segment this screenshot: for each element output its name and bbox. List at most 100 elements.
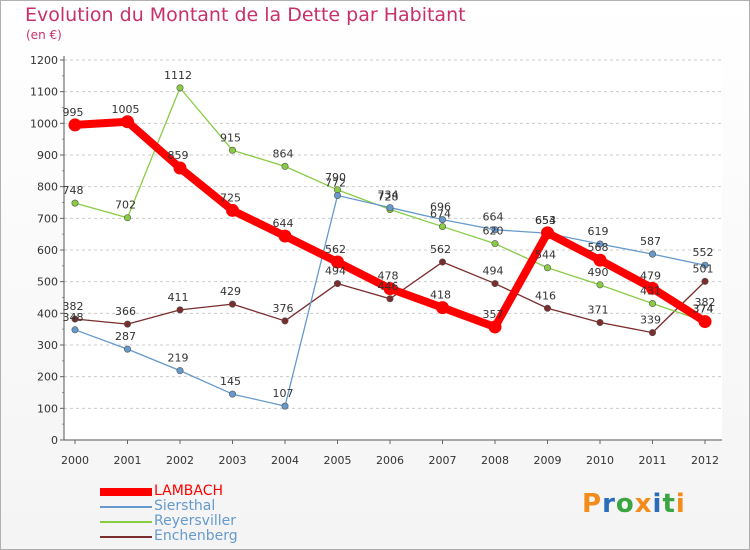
data-point-enchenberg: [648, 329, 656, 337]
data-label-lambach: 568: [588, 241, 609, 254]
data-label-siersthal: 145: [220, 375, 241, 388]
data-label-enchenberg: 494: [483, 265, 504, 278]
data-label-siersthal: 348: [63, 311, 84, 324]
data-label-reyersviller: 490: [588, 266, 609, 279]
data-label-reyersviller: 674: [430, 208, 451, 221]
x-tick-label: 2010: [586, 454, 614, 467]
data-point-reyersviller: [71, 199, 79, 207]
data-label-siersthal: 653: [535, 214, 556, 227]
data-point-enchenberg: [491, 280, 499, 288]
data-point-lambach: [541, 226, 554, 240]
data-label-siersthal: 772: [325, 177, 346, 190]
data-point-lambach: [121, 115, 134, 129]
x-tick-label: 2006: [376, 454, 404, 467]
proxiti-logo: Proxiti: [582, 489, 686, 519]
data-point-siersthal: [281, 402, 289, 410]
data-point-reyersviller: [438, 223, 446, 231]
legend-label-lambach: LAMBACH: [154, 483, 224, 499]
data-label-siersthal: 219: [168, 352, 189, 365]
data-label-lambach: 478: [378, 270, 399, 283]
data-point-enchenberg: [701, 277, 709, 285]
data-point-reyersviller: [596, 281, 604, 289]
logo-letter: i: [675, 489, 686, 519]
data-point-enchenberg: [596, 319, 604, 327]
data-point-reyersviller: [543, 264, 551, 272]
x-tick-label: 2005: [324, 454, 352, 467]
data-point-lambach: [278, 229, 292, 243]
data-label-enchenberg: 416: [535, 289, 556, 302]
data-point-siersthal: [71, 326, 79, 334]
data-point-enchenberg: [386, 295, 394, 303]
x-tick-label: 2003: [219, 454, 247, 467]
legend-swatch-reyersviller: [100, 521, 152, 523]
y-tick-label: 0: [51, 434, 58, 447]
y-tick-label: 1000: [30, 117, 58, 130]
data-label-reyersviller: 728: [378, 190, 399, 203]
data-label-siersthal: 287: [115, 330, 136, 343]
data-label-lambach: 995: [63, 106, 84, 119]
y-tick-label: 400: [37, 307, 58, 320]
data-label-lambach: 562: [325, 243, 346, 256]
data-point-siersthal: [438, 216, 446, 224]
x-tick-label: 2009: [534, 454, 562, 467]
logo-letter: P: [582, 489, 603, 519]
data-label-enchenberg: 562: [430, 243, 451, 256]
data-point-siersthal: [229, 390, 237, 398]
y-tick-label: 200: [37, 371, 58, 384]
data-label-reyersviller: 431: [640, 285, 661, 298]
data-point-reyersviller: [281, 162, 289, 170]
data-label-lambach: 654: [535, 214, 556, 227]
data-label-reyersviller: 544: [535, 249, 556, 262]
data-point-reyersviller: [124, 214, 132, 222]
data-label-siersthal: 734: [378, 189, 399, 202]
chart-title: Evolution du Montant de la Dette par Hab…: [25, 4, 466, 26]
data-point-reyersviller: [229, 146, 237, 154]
data-label-enchenberg: 371: [588, 304, 609, 317]
legend-label-siersthal: Siersthal: [154, 498, 216, 514]
data-label-reyersviller: 864: [273, 147, 294, 160]
x-tick-label: 2011: [639, 454, 667, 467]
logo-letter: t: [662, 489, 676, 519]
legend-swatch-enchenberg: [100, 536, 152, 538]
data-label-reyersviller: 620: [483, 225, 504, 238]
data-label-lambach: 859: [168, 149, 189, 162]
legend-label-reyersviller: Reyersviller: [154, 513, 236, 529]
data-label-reyersviller: 1112: [164, 69, 192, 82]
data-point-enchenberg: [333, 280, 341, 288]
legend-swatch-siersthal: [100, 506, 152, 508]
line-chart: 0 100 200 300 400 500 600 700 800 900 1000 1100 1200…: [30, 54, 722, 467]
data-point-enchenberg: [438, 258, 446, 266]
data-point-reyersviller: [648, 300, 656, 308]
data-label-lambach: 374: [693, 303, 714, 316]
data-label-reyersviller: 374: [693, 303, 714, 316]
x-tick-label: 2007: [429, 454, 457, 467]
data-point-lambach: [593, 253, 607, 267]
x-tick-label: 2008: [481, 454, 509, 467]
data-label-siersthal: 587: [640, 235, 661, 248]
y-tick-label: 1100: [30, 86, 58, 99]
data-point-lambach: [331, 255, 344, 269]
data-label-siersthal: 664: [483, 211, 504, 224]
data-point-siersthal: [124, 345, 132, 353]
y-tick-label: 300: [37, 339, 58, 352]
data-label-enchenberg: 376: [273, 302, 294, 315]
data-label-lambach: 725: [220, 191, 241, 204]
data-label-lambach: 418: [430, 289, 451, 302]
data-label-siersthal: 619: [588, 225, 609, 238]
data-point-siersthal: [596, 240, 604, 248]
x-tick-label: 2001: [114, 454, 142, 467]
data-point-lambach: [226, 203, 239, 217]
y-tick-label: 1200: [30, 54, 58, 67]
data-label-enchenberg: 339: [640, 314, 661, 327]
data-point-siersthal: [701, 261, 709, 269]
data-label-siersthal: 696: [430, 201, 451, 214]
data-point-enchenberg: [229, 300, 237, 308]
data-point-enchenberg: [543, 304, 551, 312]
data-label-reyersviller: 790: [325, 171, 346, 184]
x-tick-label: 2000: [61, 454, 89, 467]
logo-letter: x: [634, 489, 653, 519]
data-point-enchenberg: [281, 317, 289, 325]
data-point-reyersviller: [176, 84, 184, 92]
data-point-siersthal: [386, 204, 394, 212]
data-label-enchenberg: 411: [168, 291, 189, 304]
